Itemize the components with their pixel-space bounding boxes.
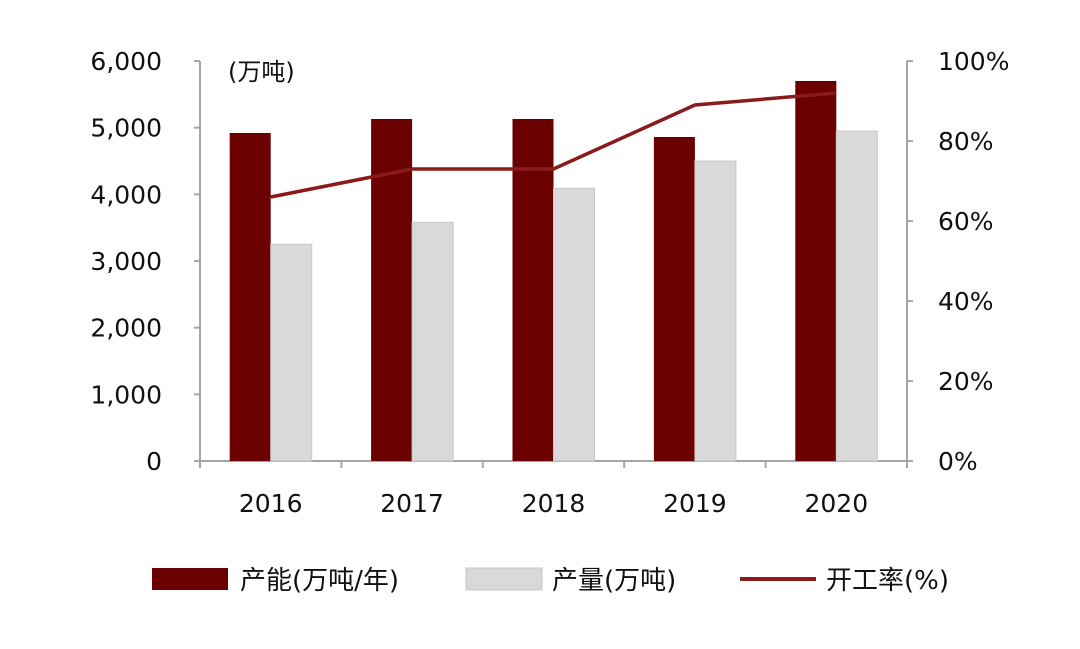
x-tick-label: 2017 xyxy=(380,489,444,518)
left-tick-label: 6,000 xyxy=(90,47,162,76)
bar-production xyxy=(553,187,595,462)
left-tick-label: 3,000 xyxy=(90,247,162,276)
bar-capacity xyxy=(653,137,695,461)
right-tick-label: 0% xyxy=(938,447,978,476)
legend: 产能(万吨/年) 产量(万吨) 开工率(%) xyxy=(152,566,949,596)
left-tick-label: 0 xyxy=(146,447,162,476)
legend-label: 产量(万吨) xyxy=(552,566,676,596)
legend-swatch xyxy=(152,568,228,590)
x-tick-label: 2018 xyxy=(522,489,586,518)
right-tick-label: 60% xyxy=(938,207,994,236)
bar-production xyxy=(694,160,737,462)
right-tick-label: 100% xyxy=(938,47,1009,76)
rate-polyline xyxy=(270,91,837,199)
rate-line xyxy=(270,91,837,199)
left-tick-label: 2,000 xyxy=(90,314,162,343)
left-tick-label: 1,000 xyxy=(90,380,162,409)
x-tick-label: 2020 xyxy=(804,489,868,518)
left-tick-label: 5,000 xyxy=(90,114,162,143)
bar-production xyxy=(411,221,454,462)
x-tick-label: 2016 xyxy=(239,489,303,518)
right-tick-label: 40% xyxy=(938,287,994,316)
legend-label: 开工率(%) xyxy=(826,566,949,596)
bars xyxy=(229,81,878,462)
bar-production xyxy=(270,243,313,462)
left-tick-label: 4,000 xyxy=(90,180,162,209)
right-tick-label: 20% xyxy=(938,367,994,396)
axes: 0 1,000 2,000 3,000 4,000 5,000 6,000 0% 20% 40% 6… xyxy=(90,47,1009,518)
bar-capacity xyxy=(512,119,554,461)
legend-swatch xyxy=(465,567,543,591)
legend-label: 产能(万吨/年) xyxy=(240,566,399,596)
bar-capacity xyxy=(795,81,837,461)
right-tick-label: 80% xyxy=(938,127,994,156)
bar-capacity xyxy=(229,133,271,461)
unit-label: (万吨) xyxy=(228,58,295,86)
x-tick-label: 2019 xyxy=(663,489,727,518)
bar-production xyxy=(835,130,878,462)
